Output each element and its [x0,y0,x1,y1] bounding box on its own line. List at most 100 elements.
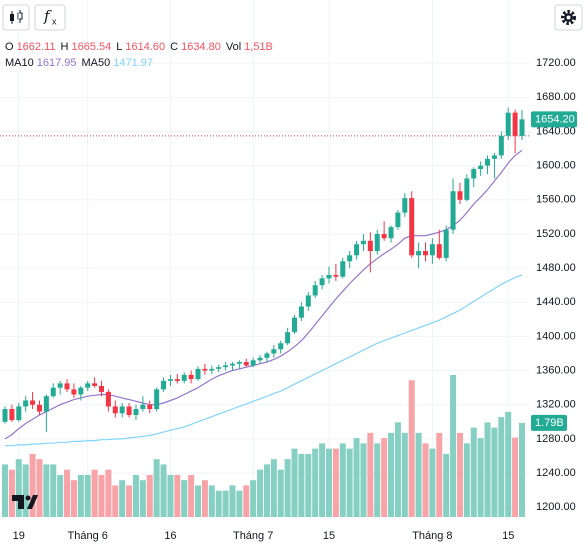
volume-bar [84,474,91,517]
candle-body [250,360,256,366]
candle-body [319,278,325,286]
x-tick-label: 16 [164,530,176,542]
volume-bar [160,464,167,517]
candle-body [78,387,84,395]
volume-bar [456,432,463,517]
candle-body [92,383,98,386]
candle-body [147,404,153,409]
candle-body [126,406,132,415]
y-tick-label: 1480.00 [536,262,576,274]
volume-bar [519,422,525,517]
volume-bar [257,469,264,517]
volume-bar [367,432,374,517]
ma-legend-name: MA50 [82,57,111,69]
candle-body [312,285,318,296]
candle-body [119,406,125,414]
volume-bar [126,485,133,517]
volume-bar [491,427,498,517]
volume-bar [2,464,8,517]
candle-body [23,400,29,407]
candle-body [154,389,160,409]
legend-value: 1634.80 [181,41,221,53]
candle-body [50,387,56,397]
y-tick-label: 1720.00 [536,57,576,69]
volume-bar [353,438,360,517]
y-tick-label: 1320.00 [536,399,576,411]
volume-bar [381,438,388,517]
legend-key: L [116,41,122,53]
volume-bar [477,438,484,517]
volume-bar [498,417,505,517]
candle-body [326,274,332,279]
y-tick-label: 1640.00 [536,125,576,137]
ma-legend-value: 1471.97 [113,57,153,69]
candle-body [236,362,242,364]
ma-line [5,274,523,447]
candle-body [498,135,504,156]
volume-bar [422,443,429,517]
volume-bar [505,411,512,517]
volume-bar [408,380,415,517]
indicators-button[interactable]: f x [34,4,66,31]
volume-bar [112,485,119,517]
candle-body [512,112,518,136]
candle-body [57,383,63,388]
candle-body [195,368,201,380]
y-tick-label: 1240.00 [536,467,576,479]
bar-style-button[interactable] [2,4,30,31]
ma-legend-name: MA10 [5,57,34,69]
volume-bar [332,448,339,517]
candle-body [264,353,270,358]
candle-body [2,408,8,422]
candle-body [209,368,215,371]
volume-bar [15,459,22,517]
x-tick-label: 15 [323,530,335,542]
last-volume-label: 1.79B [535,417,564,429]
volume-bar [98,474,105,517]
volume-bar [181,480,188,517]
candle-body [429,244,435,256]
volume-bar [339,443,346,517]
candle-body [99,385,105,392]
volume-bar [167,474,174,517]
volume-bar [263,464,270,517]
y-tick-label: 1680.00 [536,91,576,103]
volume-bar [43,464,50,517]
volume-bar [29,453,36,517]
candle-body [243,362,249,366]
volume-bar [22,464,29,517]
legend-key: O [5,41,14,53]
candle-body [174,379,180,381]
legend-key: C [170,41,178,53]
candle-body [271,349,277,354]
settings-button[interactable] [554,4,583,31]
x-tick-label: Tháng 7 [233,530,273,542]
candle-body [257,357,263,361]
candle-body [278,343,284,350]
volume-bar [388,432,395,517]
volume-bar [450,375,457,517]
candle-body [202,368,208,371]
volume-bar [374,443,381,517]
plot-area: 1200.00 1240.00 1280.00 1320.00 1360.00 1400.… [0,0,577,542]
y-tick-label: 1440.00 [536,296,576,308]
candle-body [223,365,229,368]
svg-text:x: x [52,16,57,26]
candle-body [188,374,194,380]
volume-bar [229,485,236,517]
candle-body [112,406,118,414]
candle-body [298,306,304,318]
candle-body [505,112,511,136]
candle-body [464,178,470,200]
candle-body [436,244,442,258]
legend-value: 1662.11 [17,41,56,53]
volume-bar [484,422,491,517]
candle-body [167,379,173,381]
candle-body [292,317,298,333]
volume-bar [64,469,71,517]
y-tick-label: 1560.00 [536,194,576,206]
volume-bar [57,474,64,517]
volume-bar [146,474,153,517]
candle-body [443,229,449,258]
volume-bar [325,448,332,517]
